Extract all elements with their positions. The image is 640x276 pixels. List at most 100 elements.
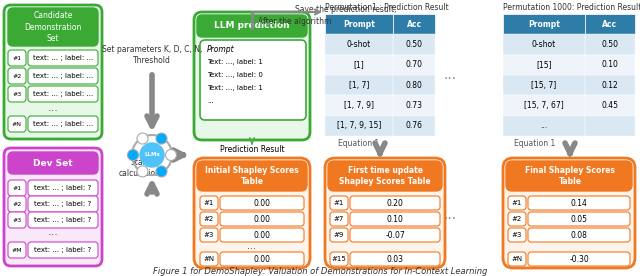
FancyBboxPatch shape [220, 228, 304, 242]
Text: [1, 7, 9]: [1, 7, 9] [344, 101, 374, 110]
FancyBboxPatch shape [350, 252, 440, 266]
Text: 0.76: 0.76 [406, 121, 422, 130]
FancyBboxPatch shape [508, 212, 526, 226]
Text: Figure 1 for DemoShapley: Valuation of Demonstrations for In-Context Learning: Figure 1 for DemoShapley: Valuation of D… [153, 267, 487, 275]
Text: #M: #M [12, 248, 22, 253]
Text: Text: ..., label: 1: Text: ..., label: 1 [207, 85, 263, 91]
Text: ...: ... [248, 241, 257, 251]
FancyBboxPatch shape [197, 15, 307, 37]
Text: [15]: [15] [536, 60, 552, 69]
Text: ...: ... [47, 103, 58, 113]
FancyBboxPatch shape [28, 86, 98, 102]
Text: 0.05: 0.05 [570, 214, 588, 224]
Text: #N: #N [12, 121, 22, 126]
Circle shape [156, 133, 167, 144]
FancyBboxPatch shape [350, 196, 440, 210]
Text: #15: #15 [332, 256, 346, 262]
Text: ...: ... [444, 68, 456, 82]
Bar [325, 95, 393, 116]
Bar [585, 34, 635, 55]
Bar [393, 116, 435, 136]
FancyBboxPatch shape [28, 212, 98, 228]
FancyBboxPatch shape [28, 180, 98, 196]
Bar [503, 95, 585, 116]
FancyBboxPatch shape [8, 196, 26, 212]
Text: #9: #9 [334, 232, 344, 238]
Text: text: ... ; label: ...: text: ... ; label: ... [33, 121, 93, 127]
FancyBboxPatch shape [503, 158, 635, 268]
FancyBboxPatch shape [350, 228, 440, 242]
Text: 0.03: 0.03 [387, 254, 403, 264]
Text: First time update
Shapley Scores Table: First time update Shapley Scores Table [339, 166, 431, 186]
FancyBboxPatch shape [8, 180, 26, 196]
Text: text: ... ; label: ?: text: ... ; label: ? [35, 185, 92, 191]
FancyBboxPatch shape [350, 212, 440, 226]
Bar [393, 95, 435, 116]
FancyBboxPatch shape [8, 116, 26, 132]
Text: Equation 1: Equation 1 [514, 139, 556, 147]
FancyBboxPatch shape [506, 161, 632, 191]
Text: 0-shot: 0-shot [347, 40, 371, 49]
Bar [503, 14, 585, 34]
Text: ...: ... [444, 208, 456, 222]
Circle shape [137, 133, 148, 144]
Text: 0.12: 0.12 [602, 81, 618, 90]
Text: -0.30: -0.30 [569, 254, 589, 264]
FancyBboxPatch shape [8, 8, 98, 46]
Text: ...: ... [540, 121, 547, 130]
Text: Prompt: Prompt [528, 20, 560, 29]
Text: Initial Shapley Scores
Table: Initial Shapley Scores Table [205, 166, 299, 186]
FancyBboxPatch shape [528, 228, 630, 242]
Text: 0.00: 0.00 [253, 254, 271, 264]
Text: #1: #1 [12, 185, 22, 190]
FancyBboxPatch shape [194, 158, 310, 268]
Bar [325, 116, 393, 136]
FancyBboxPatch shape [200, 212, 218, 226]
Text: -0.07: -0.07 [385, 230, 405, 240]
Text: [15, 7, 67]: [15, 7, 67] [524, 101, 564, 110]
FancyBboxPatch shape [194, 12, 310, 140]
FancyBboxPatch shape [200, 252, 218, 266]
Text: [1, 7, 9, 15]: [1, 7, 9, 15] [337, 121, 381, 130]
Text: Prediction Result: Prediction Result [220, 145, 284, 155]
FancyBboxPatch shape [528, 252, 630, 266]
Text: 0.50: 0.50 [406, 40, 422, 49]
Text: LLMs: LLMs [144, 153, 160, 158]
Text: Permutation1 : Prediction Result: Permutation1 : Prediction Result [325, 2, 449, 12]
FancyBboxPatch shape [4, 148, 102, 266]
FancyBboxPatch shape [528, 212, 630, 226]
Text: #2: #2 [204, 216, 214, 222]
Text: Prompt: Prompt [343, 20, 375, 29]
Bar [393, 34, 435, 55]
Text: Final Shapley Scores
Table: Final Shapley Scores Table [525, 166, 615, 186]
Bar [585, 55, 635, 75]
Bar [503, 75, 585, 95]
Text: #2: #2 [12, 201, 22, 206]
Text: Dev Set: Dev Set [33, 158, 73, 168]
Text: LLM prediction: LLM prediction [214, 22, 290, 31]
Text: #2: #2 [12, 73, 22, 78]
Text: [1]: [1] [354, 60, 364, 69]
Text: Permutation 1000: Prediction Result: Permutation 1000: Prediction Result [503, 2, 640, 12]
FancyBboxPatch shape [8, 212, 26, 228]
Text: 0.80: 0.80 [406, 81, 422, 90]
Text: 0.00: 0.00 [253, 198, 271, 208]
FancyBboxPatch shape [8, 86, 26, 102]
Bar [503, 34, 585, 55]
Text: #2: #2 [512, 216, 522, 222]
Circle shape [140, 143, 164, 167]
FancyBboxPatch shape [200, 196, 218, 210]
Text: Start
calculation: Start calculation [119, 158, 161, 178]
Text: text: ... ; label: ...: text: ... ; label: ... [33, 55, 93, 61]
Text: 0.20: 0.20 [387, 198, 403, 208]
Text: Text: ..., label: 1: Text: ..., label: 1 [207, 59, 263, 65]
Text: Save the prediction result,: Save the prediction result, [295, 6, 397, 15]
Text: #N: #N [204, 256, 214, 262]
FancyBboxPatch shape [8, 50, 26, 66]
Text: 0.10: 0.10 [602, 60, 618, 69]
Text: #7: #7 [334, 216, 344, 222]
Text: text: ... ; label: ...: text: ... ; label: ... [33, 91, 93, 97]
Text: Candidate
Demonstration
Set: Candidate Demonstration Set [24, 11, 82, 43]
Text: #N: #N [511, 256, 523, 262]
Circle shape [156, 166, 167, 177]
